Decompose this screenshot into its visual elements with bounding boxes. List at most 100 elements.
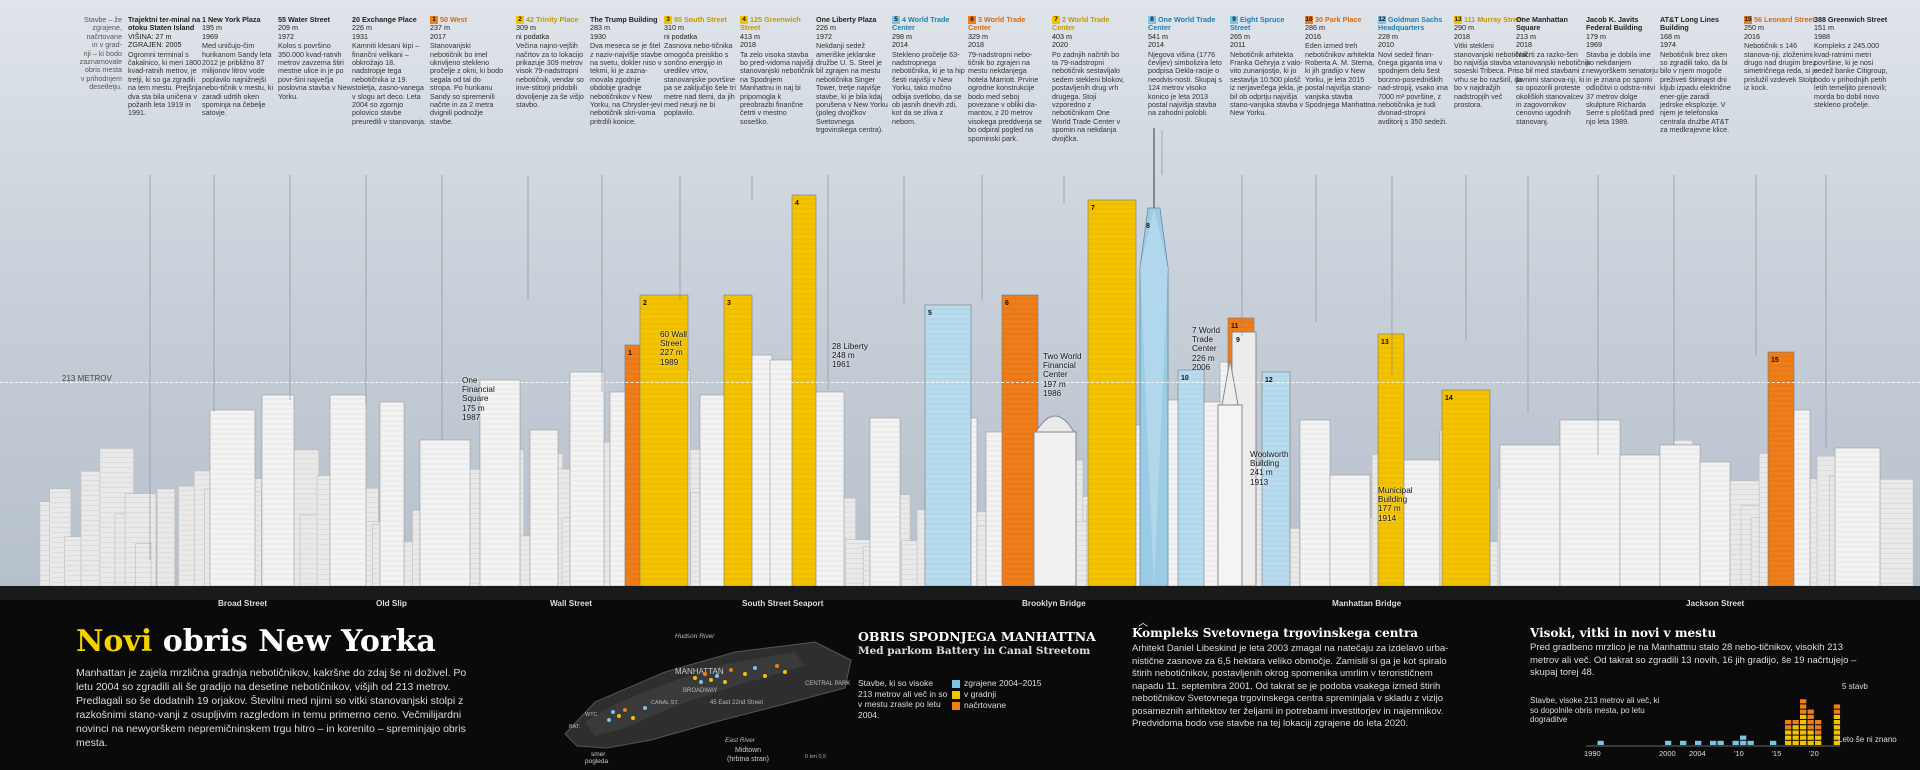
histogram-bar xyxy=(1770,740,1777,745)
ground-strip xyxy=(0,586,1920,600)
annotation-5: 1 50 West 237 m 2017 Stanovanjski nebotičnik… xyxy=(430,15,504,126)
histogram-tick-label: '10 xyxy=(1734,749,1744,758)
building-number-badge: 15 xyxy=(1744,16,1752,24)
title-rest: obris New Yorka xyxy=(152,624,436,659)
intro-line: zaznamovale xyxy=(79,57,122,67)
midground-building xyxy=(379,401,405,587)
building-label-line: Woolworth xyxy=(1250,450,1289,459)
building-label: Two World Financial Center 197 m 1986 xyxy=(1043,352,1082,398)
building-label-line: 177 m xyxy=(1378,504,1401,514)
svg-text:pogleda: pogleda xyxy=(585,758,609,765)
highlight-building-7: 7 xyxy=(1087,199,1137,587)
annotation-name: 55 Water Street xyxy=(278,15,331,24)
histogram-bar xyxy=(1785,740,1792,745)
histogram-bar xyxy=(1815,735,1822,740)
histogram-bar xyxy=(1807,720,1814,725)
annotation-description: 79-nadstropni nebo-tičnik bo zgrajen na … xyxy=(968,49,1042,143)
histogram-note: Stavbe, visoke 213 metrov ali več, ki so… xyxy=(1530,696,1660,724)
midground-building xyxy=(479,379,521,587)
midground-building xyxy=(529,429,559,587)
highlight-building-3: 3 xyxy=(723,294,753,587)
annotation-spec: 1931 xyxy=(352,31,368,41)
building-label-line: 2006 xyxy=(1192,362,1211,372)
annotation-spec: 1974 xyxy=(1660,40,1676,50)
annotation-heading: One Manhattan Square xyxy=(1516,15,1590,33)
legend-label: načrtovane xyxy=(964,700,1007,710)
building-label-line: 227 m xyxy=(660,348,683,358)
annotation-spec: 209 m xyxy=(278,23,298,33)
histogram-bar xyxy=(1815,730,1822,735)
annotation-description: Načrti za razko-šen stanovanjski nebotič… xyxy=(1516,49,1590,126)
histogram-bar xyxy=(1597,740,1604,745)
annotation-heading: Trajektni ter-minal na otoku Staten Isla… xyxy=(128,15,202,33)
annotation-heading: 388 Greenwich Street xyxy=(1814,15,1888,24)
annotation-name: 4 World Trade Center xyxy=(892,15,950,33)
svg-text:WTC: WTC xyxy=(585,712,598,718)
map-building-dot xyxy=(607,718,611,722)
histogram-bar xyxy=(1833,725,1841,730)
annotation-spec: 2017 xyxy=(430,31,446,41)
histogram-bar xyxy=(1800,709,1807,714)
highlight-building-12: 12 xyxy=(1261,371,1291,587)
annotation-spec: 265 m xyxy=(1230,31,1250,41)
annotation-name: Goldman Sachs Headquarters xyxy=(1378,15,1443,33)
intro-line: desetletju. xyxy=(89,82,122,92)
midground-building xyxy=(1399,459,1441,587)
map-building-dot xyxy=(783,670,787,674)
building-number: 5 xyxy=(928,310,932,317)
building-number: 9 xyxy=(1236,337,1240,344)
annotation-name: 2 World Trade Center xyxy=(1052,15,1110,33)
annotation-17: 12 Goldman Sachs Headquarters 228 m 2010 Nov… xyxy=(1378,15,1452,126)
intro-line: in v grad- xyxy=(92,40,122,50)
annotation-name: The Trump Building xyxy=(590,15,658,24)
wtc-text: Arhitekt Daniel Libeskind je leta 2003 z… xyxy=(1132,643,1449,729)
histogram-bar xyxy=(1792,725,1799,730)
histogram-bar xyxy=(1807,740,1814,745)
annotation-spec: 541 m xyxy=(1148,31,1168,41)
midground-building xyxy=(1499,444,1561,587)
annotation-4: 20 Exchange Place 226 m 1931 Kamniti klesan… xyxy=(352,15,426,126)
annotation-description: Novi sedež finan-čnega giganta ima v spo… xyxy=(1378,49,1448,126)
annotation-2: 1 New York Plaza 195 m 1969 Med uničujo-čim… xyxy=(202,15,276,118)
213m-reference-line xyxy=(0,382,1920,383)
map-label-manhattan: MANHATTAN xyxy=(675,667,724,676)
histogram-bar xyxy=(1833,704,1841,709)
wtc-heading: Kompleks Svetovnega trgovinskega centra xyxy=(1132,626,1419,640)
histogram-bar xyxy=(1717,740,1724,745)
map-title: OBRIS SPODNJEGA MANHATTNA Med parkom Batt… xyxy=(858,630,1118,658)
street-label: Brooklyn Bridge xyxy=(1022,599,1086,608)
annotation-spec: 2018 xyxy=(740,40,756,50)
annotation-description: Med uničujo-čim hurikanom Sandy leta 201… xyxy=(202,41,274,118)
building-label-line: Municipal xyxy=(1378,486,1413,495)
two-world-financial-center xyxy=(1033,415,1077,587)
legend-label: v gradnji xyxy=(964,689,997,699)
annotation-8: 3 80 South Street 310 m ni podatka Zasnova n… xyxy=(664,15,738,118)
highlight-building-4: 4 xyxy=(791,194,817,587)
annotation-spec: 286 m xyxy=(1305,23,1325,33)
svg-text:0 km 0.5: 0 km 0.5 xyxy=(805,754,826,760)
building-number: 3 xyxy=(727,300,731,307)
histogram-bar xyxy=(1833,714,1841,719)
annotation-name: Trajektni ter-minal na otoku Staten Isla… xyxy=(128,15,201,33)
histogram-bar xyxy=(1800,730,1807,735)
svg-text:Hudson River: Hudson River xyxy=(675,633,715,640)
annotation-spec: 1972 xyxy=(816,31,832,41)
building-number-badge: 6 xyxy=(968,16,976,24)
building-number: 14 xyxy=(1445,395,1453,402)
annotation-heading: 1 50 West xyxy=(430,15,504,24)
annotation-16: 10 30 Park Place 286 m 2016 Eden izmed treh … xyxy=(1305,15,1379,109)
annotation-heading: 8 One World Trade Center xyxy=(1148,15,1222,33)
annotation-23: 388 Greenwich Street 151 m 1988 Kompleks z … xyxy=(1814,15,1888,109)
midground-building xyxy=(569,371,605,587)
annotation-name: One World Trade Center xyxy=(1148,15,1216,33)
annotation-description: Stavba je dobila ime po nekdanjem newyor… xyxy=(1586,49,1658,126)
map-building-dot xyxy=(643,706,647,710)
svg-text:BAT.: BAT. xyxy=(569,724,581,730)
histogram-bar xyxy=(1800,720,1807,725)
svg-text:smer: smer xyxy=(591,751,606,758)
annotation-spec: VIŠINA: 27 m xyxy=(128,31,172,41)
midground-building xyxy=(261,394,295,587)
building-label: Woolworth Building 241 m 1913 xyxy=(1250,450,1289,487)
